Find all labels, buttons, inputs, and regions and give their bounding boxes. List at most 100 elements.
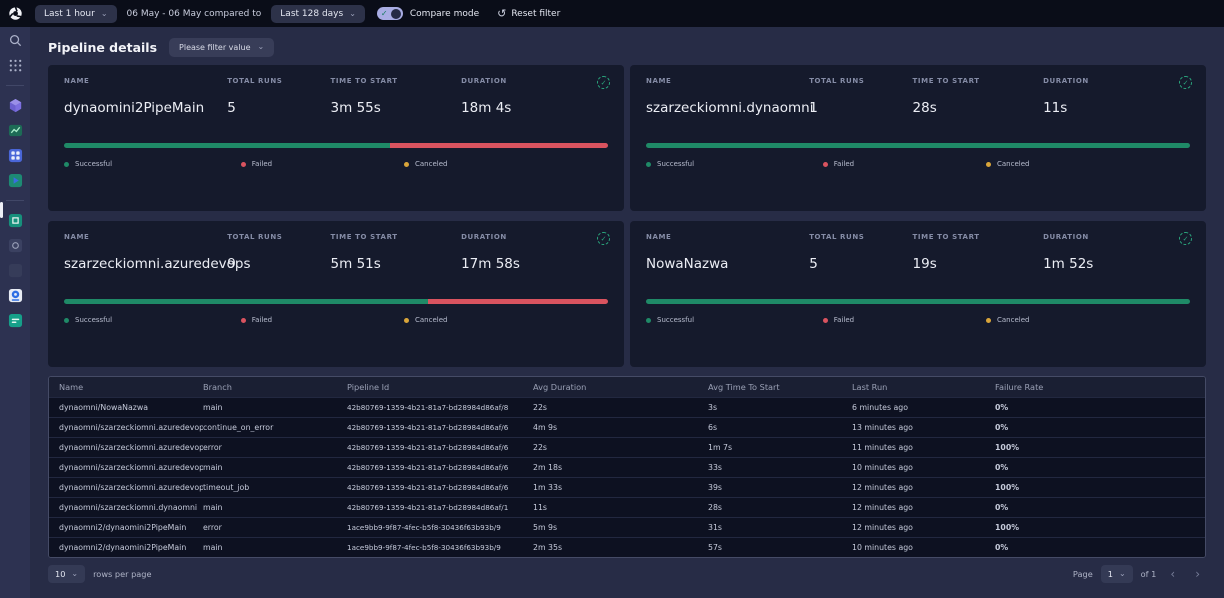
placeholder-app-icon[interactable] <box>8 263 23 278</box>
card-name-label: NAME <box>646 77 809 85</box>
bar-failed-segment <box>390 143 608 148</box>
cell-branch: error <box>203 523 347 532</box>
card-legend: Successful Failed Canceled <box>64 160 608 168</box>
col-header-avg-duration: Avg Duration <box>533 382 708 392</box>
compare-period-text: 06 May - 06 May compared to <box>127 9 262 19</box>
card-time-to-start-label: TIME TO START <box>913 233 1044 241</box>
time-range-select[interactable]: Last 1 hour ⌄ <box>35 5 117 23</box>
canceled-dot-icon <box>404 162 409 167</box>
col-header-last-run: Last Run <box>852 382 995 392</box>
toggle-check-icon: ✓ <box>381 9 388 18</box>
cell-branch: main <box>203 403 347 412</box>
cell-pipeline-id: 1ace9bb9-9f87-4fec-b5f8-30436f63b93b/9 <box>347 523 533 532</box>
play-app-icon[interactable] <box>8 173 23 188</box>
apps-grid-icon[interactable] <box>8 58 23 73</box>
legend-successful: Successful <box>646 316 823 324</box>
cell-last-run: 12 minutes ago <box>852 523 995 532</box>
table-row[interactable]: dynaomni2/dynaomini2PipeMain main 1ace9b… <box>49 537 1205 557</box>
cell-avg-duration: 11s <box>533 503 708 512</box>
time-range-value: Last 1 hour <box>44 9 95 19</box>
teal-app-icon[interactable] <box>8 313 23 328</box>
card-duration-value: 18m 4s <box>461 100 608 116</box>
card-time-to-start-label: TIME TO START <box>913 77 1044 85</box>
card-time-to-start-value: 3m 55s <box>331 100 462 116</box>
settings-app-icon[interactable] <box>8 238 23 253</box>
cell-name: dynaomni/szarzeckiomni.azuredevops <box>59 483 203 492</box>
table-footer: 10 ⌄ rows per page Page 1 ⌄ of 1 ‹ › <box>48 563 1206 585</box>
grid-app-icon[interactable] <box>8 148 23 163</box>
rows-per-page-select[interactable]: 10 ⌄ <box>48 565 85 583</box>
next-page-button[interactable]: › <box>1189 568 1206 580</box>
previous-page-button[interactable]: ‹ <box>1164 568 1181 580</box>
card-duration-label: DURATION <box>461 77 608 85</box>
table-row[interactable]: dynaomni/szarzeckiomni.azuredevops conti… <box>49 417 1205 437</box>
table-row[interactable]: dynaomni/NowaNazwa main 42b80769-1359-4b… <box>49 397 1205 417</box>
canceled-dot-icon <box>404 318 409 323</box>
table-row[interactable]: dynaomni/szarzeckiomni.dynaomni main 42b… <box>49 497 1205 517</box>
cell-failure-rate: 100% <box>995 483 1205 492</box>
card-name-label: NAME <box>64 77 227 85</box>
cell-failure-rate: 0% <box>995 403 1205 412</box>
legend-successful: Successful <box>64 160 241 168</box>
legend-canceled: Canceled <box>986 160 1190 168</box>
pipeline-filter-select[interactable]: Please filter value ⌄ <box>169 38 274 57</box>
table-row[interactable]: dynaomni/szarzeckiomni.azuredevops main … <box>49 457 1205 477</box>
cell-pipeline-id: 42b80769-1359-4b21-81a7-bd28984d86af/6 <box>347 423 533 432</box>
cell-failure-rate: 0% <box>995 543 1205 552</box>
sidebar-divider <box>6 85 24 86</box>
table-row[interactable]: dynaomni/szarzeckiomni.azuredevops timeo… <box>49 477 1205 497</box>
cube-app-icon[interactable] <box>8 98 23 113</box>
cell-failure-rate: 100% <box>995 443 1205 452</box>
cell-avg-time-to-start: 39s <box>708 483 852 492</box>
col-header-avg-time-to-start: Avg Time To Start <box>708 382 852 392</box>
active-devops-app-icon[interactable] <box>8 213 23 228</box>
chart-app-icon[interactable] <box>8 123 23 138</box>
col-header-branch: Branch <box>203 382 347 392</box>
table-row[interactable]: dynaomni/szarzeckiomni.azuredevops error… <box>49 437 1205 457</box>
table-header: Name Branch Pipeline Id Avg Duration Avg… <box>49 377 1205 397</box>
card-total-runs-label: TOTAL RUNS <box>227 233 330 241</box>
legend-failed: Failed <box>241 316 404 324</box>
card-pipeline-name: szarzeckiomni.dynaomni <box>646 100 809 116</box>
compare-range-select[interactable]: Last 128 days ⌄ <box>271 5 365 23</box>
card-legend: Successful Failed Canceled <box>646 160 1190 168</box>
card-total-runs-label: TOTAL RUNS <box>809 233 912 241</box>
cell-avg-time-to-start: 3s <box>708 403 852 412</box>
q-app-icon[interactable] <box>8 288 23 303</box>
cell-avg-time-to-start: 28s <box>708 503 852 512</box>
card-total-runs-label: TOTAL RUNS <box>227 77 330 85</box>
card-time-to-start-value: 28s <box>913 100 1044 116</box>
reset-filter-button[interactable]: ↺ Reset filter <box>497 7 560 20</box>
cards-grid: NAME dynaomini2PipeMain TOTAL RUNS 5 TIM… <box>48 65 1206 367</box>
bar-success-segment <box>646 299 1190 304</box>
compare-range-value: Last 128 days <box>280 9 343 19</box>
search-icon[interactable] <box>8 33 23 48</box>
status-check-icon: ✓ <box>597 232 610 245</box>
card-time-to-start-label: TIME TO START <box>331 77 462 85</box>
failed-dot-icon <box>823 318 828 323</box>
cell-avg-duration: 5m 9s <box>533 523 708 532</box>
card-total-runs-label: TOTAL RUNS <box>809 77 912 85</box>
cell-name: dynaomni2/dynaomini2PipeMain <box>59 523 203 532</box>
legend-failed: Failed <box>823 160 986 168</box>
card-total-runs-value: 5 <box>809 256 912 272</box>
cell-avg-duration: 4m 9s <box>533 423 708 432</box>
cell-last-run: 12 minutes ago <box>852 483 995 492</box>
cell-avg-time-to-start: 31s <box>708 523 852 532</box>
canceled-dot-icon <box>986 318 991 323</box>
status-check-icon: ✓ <box>597 76 610 89</box>
cell-name: dynaomni/szarzeckiomni.azuredevops <box>59 443 203 452</box>
cell-avg-time-to-start: 57s <box>708 543 852 552</box>
compare-mode-toggle[interactable]: ✓ <box>377 7 403 20</box>
cell-avg-duration: 2m 18s <box>533 463 708 472</box>
failed-dot-icon <box>241 318 246 323</box>
cell-avg-time-to-start: 6s <box>708 423 852 432</box>
page-number-select[interactable]: 1 ⌄ <box>1101 565 1133 583</box>
table-row[interactable]: dynaomni2/dynaomini2PipeMain error 1ace9… <box>49 517 1205 537</box>
cell-name: dynaomni/szarzeckiomni.dynaomni <box>59 503 203 512</box>
card-duration-value: 17m 58s <box>461 256 608 272</box>
pipelines-table: Name Branch Pipeline Id Avg Duration Avg… <box>48 376 1206 558</box>
cell-name: dynaomni/NowaNazwa <box>59 403 203 412</box>
sidebar-divider <box>6 200 24 201</box>
cell-pipeline-id: 42b80769-1359-4b21-81a7-bd28984d86af/1 <box>347 503 533 512</box>
